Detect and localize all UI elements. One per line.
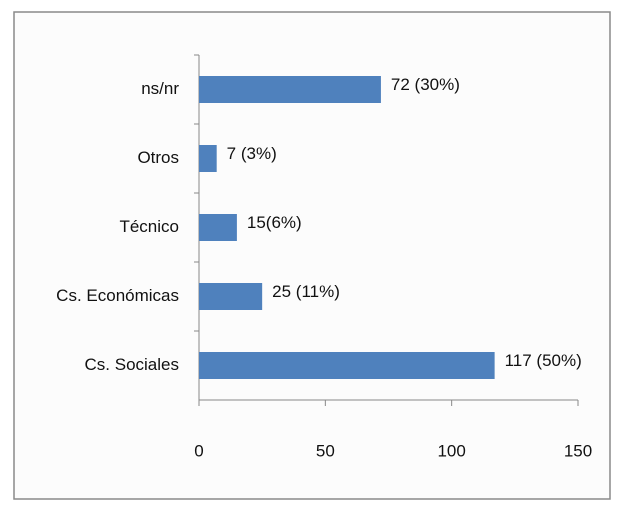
x-tick-label: 150	[564, 441, 592, 460]
y-tick-label: Otros	[137, 148, 179, 167]
y-tick-label: ns/nr	[141, 79, 179, 98]
bar	[199, 214, 237, 241]
value-label: 7 (3%)	[227, 144, 277, 163]
x-tick-label: 50	[316, 441, 335, 460]
bar	[199, 352, 495, 379]
value-label: 117 (50%)	[505, 351, 582, 370]
x-tick-label: 100	[437, 441, 465, 460]
bar	[199, 283, 263, 310]
y-tick-label: Cs. Sociales	[85, 355, 179, 374]
y-tick-label: Técnico	[119, 217, 179, 236]
y-tick-label: Cs. Económicas	[56, 286, 179, 305]
value-label: 25 (11%)	[272, 282, 340, 301]
bar	[199, 145, 217, 172]
x-tick-label: 0	[194, 441, 203, 460]
bar	[199, 76, 381, 103]
value-label: 72 (30%)	[391, 75, 460, 94]
value-label: 15(6%)	[247, 213, 302, 232]
